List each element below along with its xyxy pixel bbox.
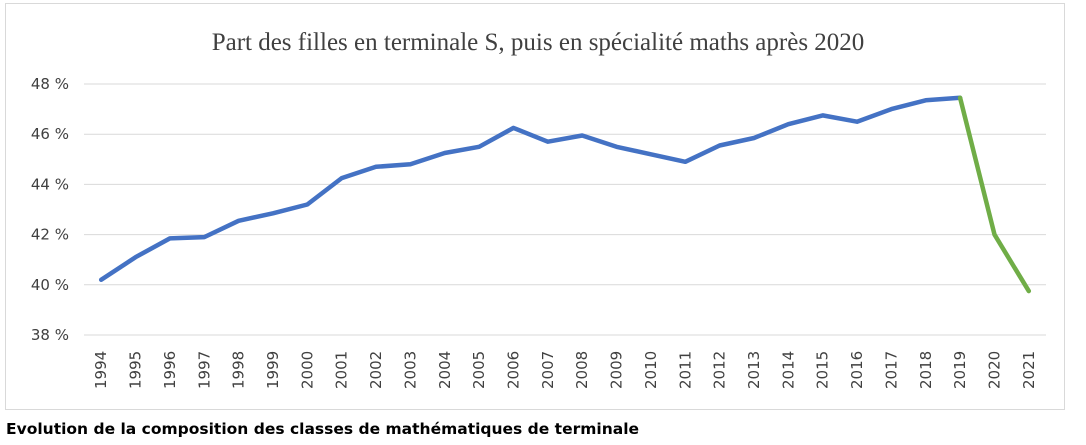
x-tick-label: 2005 <box>470 351 488 389</box>
x-tick-label: 2020 <box>985 351 1003 389</box>
x-tick-label: 2001 <box>333 351 351 389</box>
x-tick-label: 2008 <box>573 351 591 389</box>
x-tick-label: 2004 <box>436 351 454 389</box>
y-axis-ticks: 48 % 46 % 44 % 42 % 40 % 38 % <box>31 75 69 344</box>
series-lines <box>98 95 1032 294</box>
x-tick-label: 2000 <box>298 351 316 389</box>
x-tick-label: 1994 <box>92 351 110 389</box>
x-tick-label: 2017 <box>882 351 900 389</box>
x-tick-label: 2015 <box>814 351 832 389</box>
x-tick-label: 2014 <box>779 351 797 389</box>
y-tick-label: 48 % <box>31 75 69 93</box>
x-tick-label: 1996 <box>161 351 179 389</box>
y-tick-label: 40 % <box>31 276 69 294</box>
x-tick-label: 1998 <box>230 351 248 389</box>
x-tick-label: 2021 <box>1020 351 1038 389</box>
y-tick-label: 44 % <box>31 175 69 193</box>
x-tick-label: 2013 <box>745 351 763 389</box>
x-tick-label: 2019 <box>951 351 969 389</box>
x-tick-label: 2006 <box>504 351 522 389</box>
line-chart: Part des filles en terminale S, puis en … <box>31 29 1046 389</box>
series-line-2 <box>957 95 1032 294</box>
x-tick-label: 2002 <box>367 351 385 389</box>
figure-caption: Evolution de la composition des classes … <box>6 420 640 438</box>
x-tick-label: 1997 <box>195 351 213 389</box>
x-tick-label: 2010 <box>642 351 660 389</box>
x-tick-label: 2018 <box>917 351 935 389</box>
y-tick-label: 38 % <box>31 326 69 344</box>
x-tick-label: 1995 <box>127 351 145 389</box>
x-tick-label: 2016 <box>848 351 866 389</box>
x-tick-label: 2007 <box>539 351 557 389</box>
x-tick-label: 2011 <box>676 351 694 389</box>
chart-frame: Part des filles en terminale S, puis en … <box>5 3 1065 410</box>
y-tick-label: 46 % <box>31 125 69 143</box>
gridlines <box>84 83 1046 336</box>
x-tick-label: 2009 <box>608 351 626 389</box>
x-tick-label: 2012 <box>711 351 729 389</box>
x-axis-ticks: 1994 1995 1996 1997 1998 1999 2000 2001 2002 2003… <box>92 351 1038 389</box>
x-tick-label: 1999 <box>264 351 282 389</box>
series-line-1 <box>98 95 963 283</box>
y-tick-label: 42 % <box>31 226 69 244</box>
chart-title: Part des filles en terminale S, puis en … <box>212 29 865 56</box>
x-tick-label: 2003 <box>401 351 419 389</box>
